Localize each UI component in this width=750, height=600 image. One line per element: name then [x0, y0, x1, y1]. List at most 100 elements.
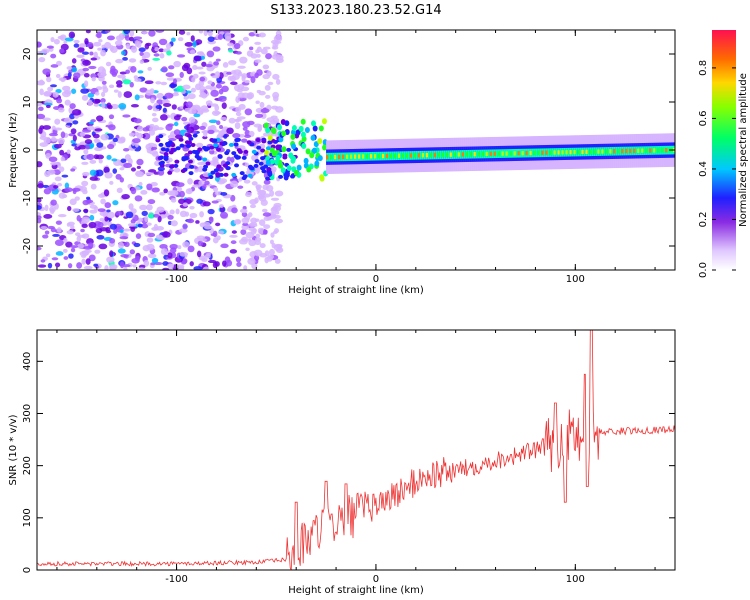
noise-cell — [50, 36, 55, 43]
noise-cell — [198, 86, 206, 92]
chart-title: S133.2023.180.23.52.G14 — [270, 3, 441, 18]
noise-cell — [230, 180, 239, 188]
ridge-band-cell — [519, 148, 522, 158]
noise-cell — [145, 89, 154, 96]
noise-cell — [156, 92, 164, 100]
noise-cell — [244, 162, 249, 168]
noise-cell — [216, 164, 222, 169]
noise-cell — [226, 71, 233, 75]
noise-cell — [162, 107, 167, 113]
ridge-core-cell — [665, 148, 668, 153]
noise-cell — [90, 183, 97, 190]
transition-cell — [269, 147, 275, 154]
noise-cell — [197, 147, 203, 152]
noise-cell — [154, 47, 160, 52]
noise-cell — [263, 224, 271, 229]
noise-cell — [227, 75, 234, 81]
ridge-band-cell — [579, 147, 582, 157]
noise-cell — [286, 147, 292, 152]
noise-cell — [226, 156, 232, 162]
noise-cell — [147, 212, 156, 219]
noise-cell — [71, 66, 78, 73]
ridge-core-cell — [577, 149, 580, 155]
noise-cell — [136, 133, 144, 139]
noise-cell — [134, 40, 140, 47]
noise-cell — [47, 86, 54, 92]
noise-cell — [81, 233, 90, 239]
transition-cell — [304, 127, 310, 134]
noise-cell — [98, 158, 103, 164]
noise-cell — [182, 84, 191, 90]
noise-cell — [222, 260, 227, 267]
noise-cell — [181, 116, 188, 122]
noise-cell — [82, 67, 90, 72]
noise-cell — [69, 198, 77, 206]
noise-cell — [254, 59, 262, 63]
ridge-band-cell — [375, 151, 379, 161]
ridge-core-cell — [597, 149, 600, 154]
ridge-band-cell — [352, 152, 355, 161]
noise-cell — [81, 250, 90, 256]
noise-cell — [190, 87, 197, 93]
ridge-core-cell — [354, 154, 357, 159]
noise-cell — [217, 154, 223, 159]
transition-cell — [301, 143, 307, 150]
noise-cell — [187, 245, 195, 253]
ridge-band-cell — [463, 150, 466, 159]
ridge-band-cell — [491, 149, 494, 159]
noise-cell — [155, 226, 165, 231]
noise-cell — [68, 253, 74, 259]
noise-cell — [137, 223, 143, 228]
noise-cell — [104, 30, 111, 33]
noise-cell — [105, 226, 111, 232]
noise-cell — [205, 100, 213, 106]
ridge-core-cell — [513, 151, 516, 156]
ridge-band-cell — [391, 151, 395, 161]
noise-cell — [88, 254, 96, 262]
ridge-band-cell — [363, 152, 367, 161]
noise-cell — [165, 143, 171, 148]
noise-cell — [260, 108, 270, 114]
noise-cell — [108, 114, 115, 120]
noise-cell — [173, 78, 178, 84]
noise-cell — [89, 159, 97, 164]
ridge-band-cell — [379, 151, 383, 161]
noise-cell — [204, 180, 210, 186]
noise-cell — [186, 67, 193, 75]
noise-cell — [157, 166, 165, 172]
noise-cell — [223, 172, 229, 177]
noise-cell — [135, 170, 143, 176]
noise-cell — [213, 168, 219, 173]
ridge-core-cell — [581, 149, 584, 155]
noise-cell — [152, 117, 159, 123]
ridge-core-cell — [637, 148, 640, 153]
colorbar-gradient — [712, 30, 736, 270]
noise-cell — [171, 104, 177, 110]
noise-cell — [53, 169, 61, 176]
noise-cell — [76, 215, 81, 222]
ridge-core-cell — [625, 148, 628, 154]
noise-cell — [76, 262, 83, 269]
noise-cell — [242, 174, 248, 179]
noise-cell — [96, 235, 105, 240]
noise-cell — [60, 131, 66, 139]
noise-cell — [46, 76, 52, 83]
noise-cell — [83, 245, 93, 250]
noise-cell — [152, 57, 161, 61]
noise-cell — [125, 211, 134, 219]
ridge-band-cell — [367, 152, 371, 161]
ridge-band-cell — [595, 147, 598, 156]
transition-cell — [291, 155, 297, 162]
noise-cell — [165, 72, 175, 78]
noise-cell — [155, 105, 163, 110]
noise-cell — [218, 130, 227, 136]
noise-cell — [98, 243, 108, 250]
noise-cell — [224, 151, 230, 156]
noise-cell — [235, 106, 242, 113]
ridge-band-cell — [547, 148, 550, 157]
ridge-core-cell — [557, 150, 560, 155]
noise-cell — [249, 166, 255, 171]
colorbar-tick-label: 0.6 — [698, 110, 709, 126]
noise-cell — [151, 146, 158, 150]
